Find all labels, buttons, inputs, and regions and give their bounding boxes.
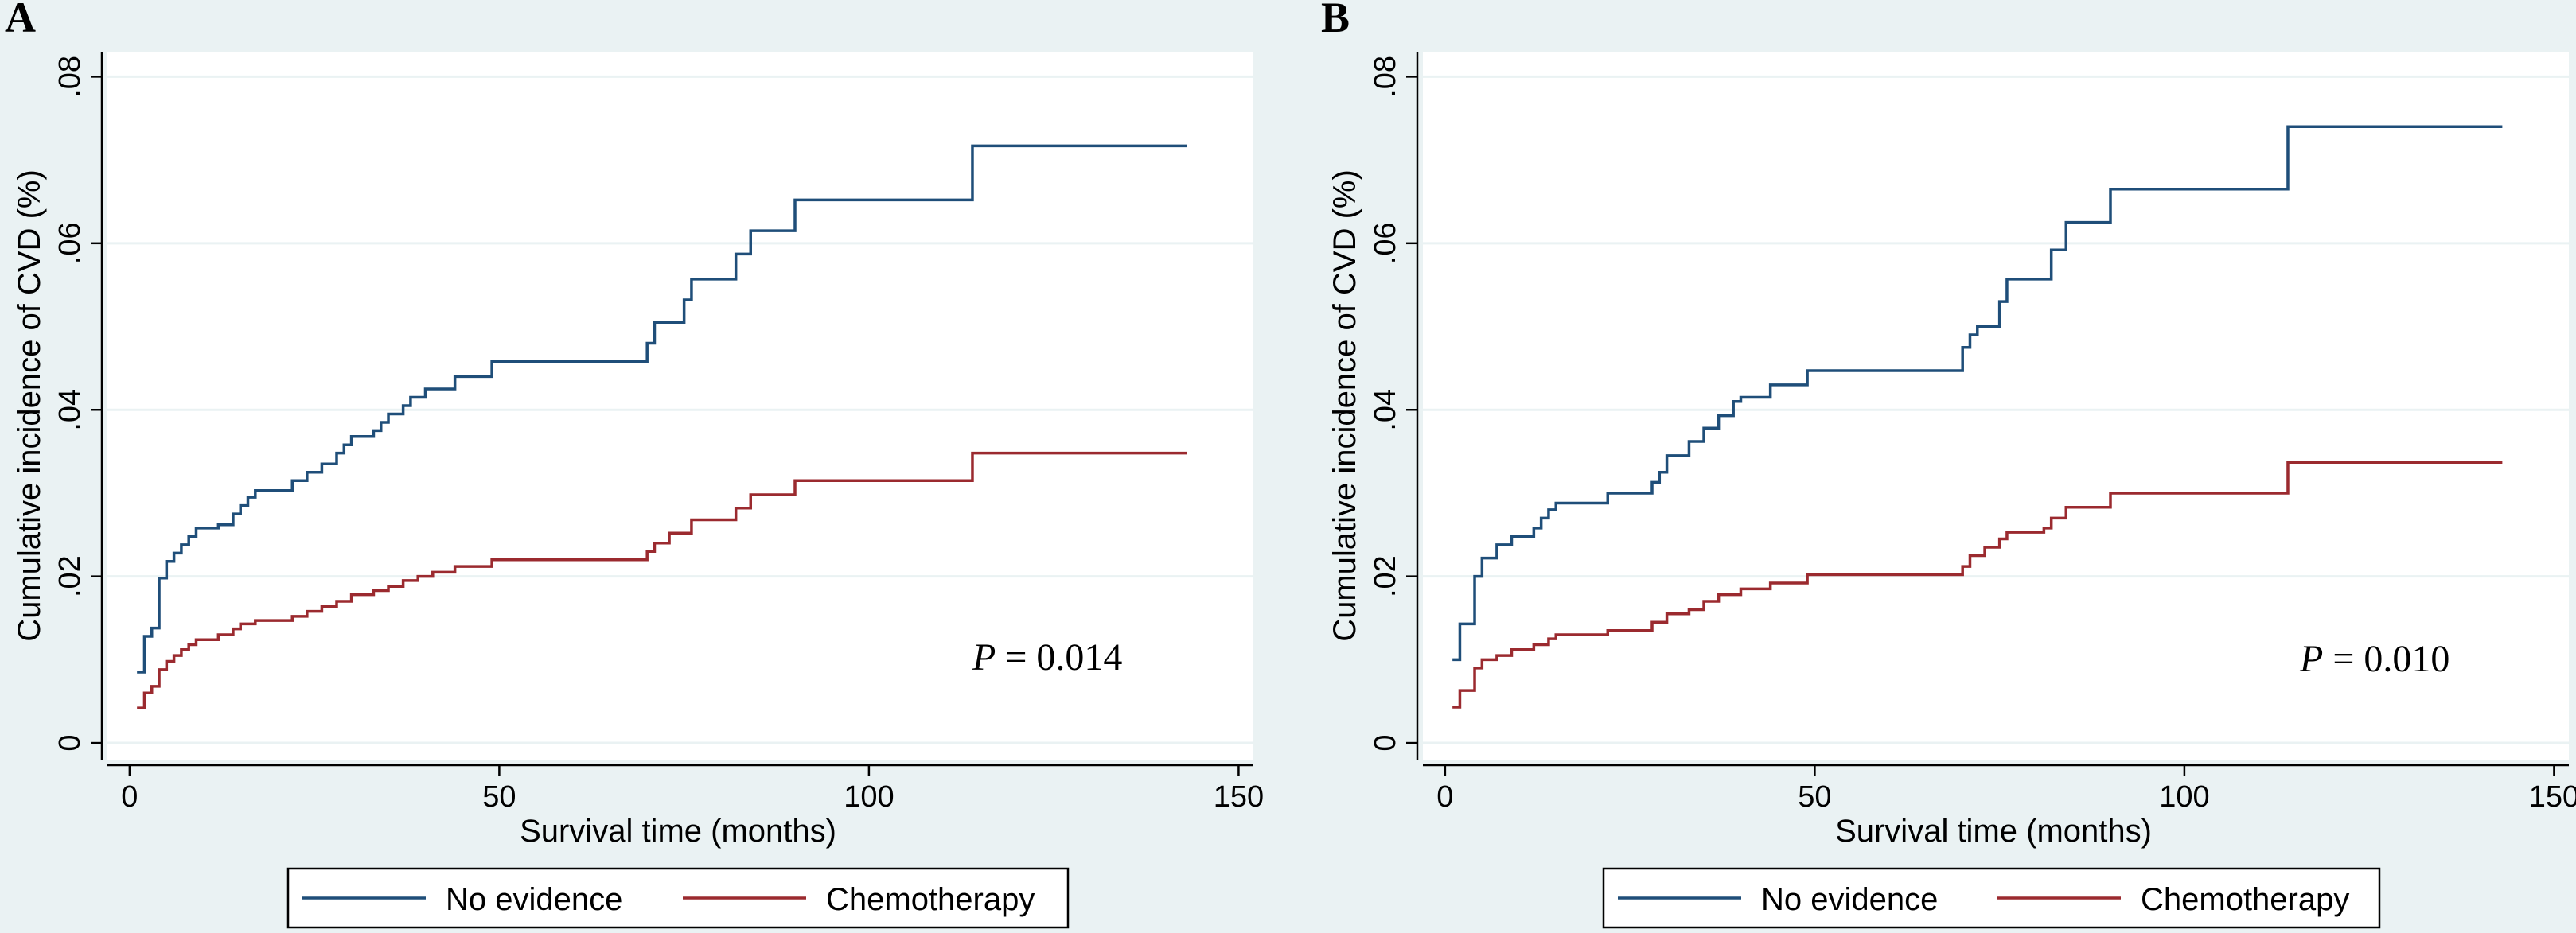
y-ticks-b: 0 .02 .04 .06 .08 [1369, 56, 1417, 752]
legend-label-chemotherapy-a: Chemotherapy [826, 882, 1035, 917]
y-tick-label-a-1: .02 [53, 555, 87, 597]
panel-letter-b: B [1321, 0, 1350, 41]
x-tick-label-a-0: 0 [121, 780, 138, 814]
y-tick-label-b-1: .02 [1369, 555, 1402, 597]
panel-letter-a: A [5, 0, 36, 41]
series-layer-a [137, 144, 1187, 709]
p-value-label-a: P [972, 636, 996, 678]
legend-b: No evidence Chemotherapy [1602, 867, 2381, 929]
x-tick-label-b-0: 0 [1436, 780, 1453, 814]
y-tick-label-b-0: 0 [1369, 734, 1402, 751]
legend-label-no-evidence-a: No evidence [446, 882, 622, 917]
series-line-no-evidence-b [1452, 125, 2503, 662]
series-layer-b [1452, 125, 2503, 709]
p-value-a: P = 0.014 [972, 636, 1122, 678]
series-line-no-evidence-a [137, 144, 1187, 674]
x-axis-label-b: Survival time (months) [1835, 814, 2152, 849]
grid-b [1423, 75, 2569, 744]
x-ticks-b: 0 50 100 150 [1436, 765, 2576, 814]
legend-a: No evidence Chemotherapy [286, 867, 1070, 929]
p-value-number-b: = 0.010 [2332, 638, 2449, 680]
plot-area-a [107, 52, 1253, 760]
series-line-chemotherapy-b [1452, 461, 2503, 709]
y-tick-label-a-2: .04 [53, 389, 87, 431]
y-tick-label-a-0: 0 [53, 734, 87, 751]
y-ticks-a: 0 .02 .04 .06 .08 [53, 56, 102, 752]
y-tick-label-a-3: .06 [53, 222, 87, 264]
x-axis-label-a: Survival time (months) [520, 814, 836, 849]
x-tick-label-a-3: 150 [1214, 780, 1264, 814]
series-line-chemotherapy-a [137, 451, 1187, 709]
legend-label-no-evidence-b: No evidence [1761, 882, 1938, 917]
y-tick-label-b-2: .04 [1369, 389, 1402, 431]
legend-label-chemotherapy-b: Chemotherapy [2141, 882, 2349, 917]
panel-b: B 0 .02 .04 .06 .08 0 50 100 150 Cumulative inc… [1321, 0, 2576, 929]
y-tick-label-b-3: .06 [1369, 222, 1402, 264]
grid-a [107, 75, 1253, 744]
x-tick-label-b-2: 100 [2159, 780, 2209, 814]
y-tick-label-b-4: .08 [1369, 56, 1402, 98]
x-tick-label-b-1: 50 [1798, 780, 1831, 814]
y-axis-label-b: Cumulative incidence of CVD (%) [1327, 169, 1362, 642]
p-value-number-a: = 0.014 [1005, 636, 1122, 678]
x-ticks-a: 0 50 100 150 [121, 765, 1264, 814]
plot-area-b [1423, 52, 2569, 760]
x-tick-label-a-1: 50 [482, 780, 516, 814]
p-value-label-b: P [2299, 638, 2323, 680]
p-value-b: P = 0.010 [2299, 638, 2449, 680]
panel-a: A 0 .02 .04 .06 .08 0 50 100 150 Cumulative inc… [5, 0, 1264, 929]
legend-box-b [1602, 867, 2381, 929]
y-axis-label-a: Cumulative incidence of CVD (%) [12, 169, 47, 642]
x-tick-label-b-3: 150 [2529, 780, 2576, 814]
x-tick-label-a-2: 100 [844, 780, 894, 814]
y-tick-label-a-4: .08 [53, 56, 87, 98]
